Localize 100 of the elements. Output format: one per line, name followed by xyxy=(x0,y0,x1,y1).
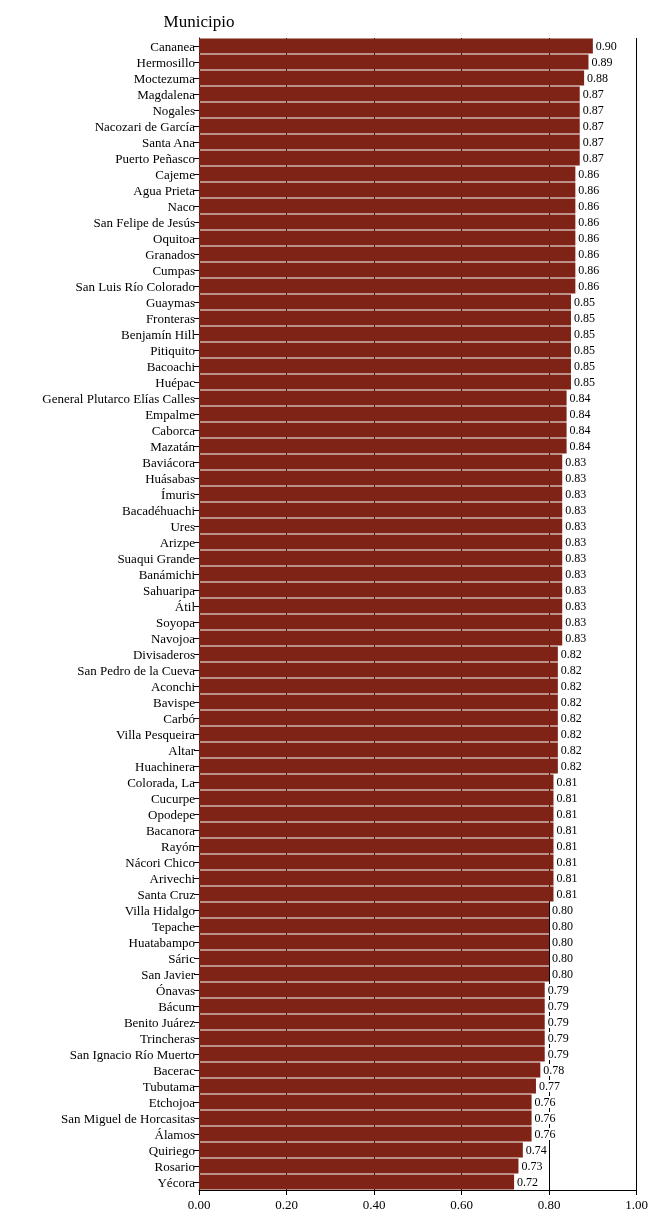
data-label: 0.80 xyxy=(552,903,574,917)
y-tick-label: Benito Juárez xyxy=(123,1014,196,1030)
y-axis-title: Municipio xyxy=(163,12,235,31)
y-tick-label: San Pedro de la Cueva xyxy=(77,662,196,678)
data-label: 0.84 xyxy=(569,407,591,421)
y-tick-label: Puerto Peñasco xyxy=(115,150,195,166)
data-label: 0.76 xyxy=(534,1111,556,1125)
y-tick-label: San Javier xyxy=(141,966,196,982)
y-tick-label: Granados xyxy=(145,246,195,262)
data-label: 0.79 xyxy=(547,1031,569,1045)
y-tick-label: Hermosillo xyxy=(136,54,195,70)
y-tick-label: Rosario xyxy=(154,1158,195,1174)
data-label: 0.82 xyxy=(560,759,582,773)
y-tick-label: Soyopa xyxy=(156,614,196,630)
y-tick-label: Tubutama xyxy=(142,1078,196,1094)
y-tick-label: Pitiquito xyxy=(150,342,195,358)
y-tick-label: Cucurpe xyxy=(150,790,196,806)
data-label: 0.76 xyxy=(534,1127,556,1141)
y-tick-label: Divisaderos xyxy=(132,646,195,662)
data-label: 0.86 xyxy=(578,183,600,197)
y-tick-label: Huépac xyxy=(155,374,196,390)
data-label: 0.83 xyxy=(565,583,587,597)
data-label: 0.80 xyxy=(552,935,574,949)
y-tick-label: Bacerac xyxy=(153,1062,196,1078)
data-label: 0.86 xyxy=(578,247,600,261)
data-label: 0.86 xyxy=(578,215,600,229)
data-label: 0.72 xyxy=(517,1175,539,1189)
y-tick-label: Cananea xyxy=(150,38,196,54)
y-tick-label: Navojoa xyxy=(150,630,196,646)
data-label: 0.86 xyxy=(578,263,600,277)
y-tick-label: General Plutarco Elías Calles xyxy=(42,390,195,406)
data-label: 0.85 xyxy=(573,375,595,389)
data-label: 0.80 xyxy=(552,951,574,965)
y-tick-label: Nogales xyxy=(152,102,195,118)
data-label: 0.86 xyxy=(578,167,600,181)
x-tick-label: 0.20 xyxy=(275,1197,298,1212)
y-tick-label: Empalme xyxy=(145,406,196,422)
data-label: 0.83 xyxy=(565,503,587,517)
data-label: 0.82 xyxy=(560,711,582,725)
data-label: 0.83 xyxy=(565,535,587,549)
y-tick-label: Trincheras xyxy=(139,1030,195,1046)
y-tick-label: Cajeme xyxy=(155,166,196,182)
data-label: 0.85 xyxy=(573,311,595,325)
x-tick-label: 1.00 xyxy=(625,1197,648,1212)
y-tick-label: Banámichi xyxy=(138,566,196,582)
data-label: 0.81 xyxy=(556,775,578,789)
data-label: 0.82 xyxy=(560,695,582,709)
y-tick-label: Santa Cruz xyxy=(137,886,196,902)
y-tick-label: Sáric xyxy=(168,950,196,966)
data-label: 0.78 xyxy=(543,1063,565,1077)
y-tick-label: Ónavas xyxy=(156,982,195,998)
data-label: 0.79 xyxy=(547,1047,569,1061)
y-tick-label: Nácori Chico xyxy=(125,854,195,870)
y-tick-label: Yécora xyxy=(157,1174,196,1190)
x-tick-label: 0.80 xyxy=(537,1197,561,1212)
y-tick-label: Bacoachi xyxy=(146,358,196,374)
data-label: 0.82 xyxy=(560,647,582,661)
y-tick-label: Caborca xyxy=(151,422,196,438)
y-tick-label: Sahuaripa xyxy=(143,582,196,598)
data-label: 0.86 xyxy=(578,199,600,213)
y-tick-label: Etchojoa xyxy=(148,1094,196,1110)
y-tick-label: Villa Hidalgo xyxy=(124,902,195,918)
x-tick-label: 0.40 xyxy=(362,1197,386,1212)
data-label: 0.83 xyxy=(565,471,587,485)
data-label: 0.84 xyxy=(569,423,591,437)
y-tick-label: Agua Prieta xyxy=(133,182,196,198)
y-tick-label: San Miguel de Horcasitas xyxy=(61,1110,195,1126)
y-tick-label: Colorada, La xyxy=(127,774,196,790)
data-label: 0.87 xyxy=(582,119,604,133)
data-label: 0.82 xyxy=(560,679,582,693)
data-label: 0.82 xyxy=(560,743,582,757)
y-tick-label: Mazatán xyxy=(150,438,196,454)
y-tick-label: San Luis Río Colorado xyxy=(75,278,195,294)
y-tick-label: Arizpe xyxy=(159,534,196,550)
y-tick-label: Nacozari de García xyxy=(94,118,196,134)
data-label: 0.87 xyxy=(582,151,604,165)
data-label: 0.73 xyxy=(521,1159,543,1173)
y-tick-label: Bácum xyxy=(158,998,195,1014)
data-label: 0.85 xyxy=(573,327,595,341)
data-label: 0.82 xyxy=(560,727,582,741)
y-tick-label: Huatabampo xyxy=(128,934,195,950)
y-tick-label: Opodepe xyxy=(148,806,196,822)
y-tick-label: Bacanora xyxy=(145,822,196,838)
y-tick-label: Altar xyxy=(168,742,196,758)
y-tick-label: Bacadéhuachi xyxy=(122,502,196,518)
y-tick-label: Guaymas xyxy=(145,294,195,310)
data-label: 0.79 xyxy=(547,999,569,1013)
x-tick-label: 0.00 xyxy=(187,1197,211,1212)
data-label: 0.83 xyxy=(565,551,587,565)
data-label: 0.85 xyxy=(573,295,595,309)
y-tick-label: Ímuris xyxy=(161,486,195,502)
y-tick-label: San Ignacio Río Muerto xyxy=(69,1046,195,1062)
data-label: 0.83 xyxy=(565,615,587,629)
y-tick-label: Átil xyxy=(174,598,196,614)
data-label: 0.81 xyxy=(556,807,578,821)
data-label: 0.86 xyxy=(578,279,600,293)
y-tick-label: Carbó xyxy=(163,710,195,726)
data-label: 0.87 xyxy=(582,135,604,149)
y-tick-label: Suaqui Grande xyxy=(117,550,196,566)
data-label: 0.87 xyxy=(582,87,604,101)
